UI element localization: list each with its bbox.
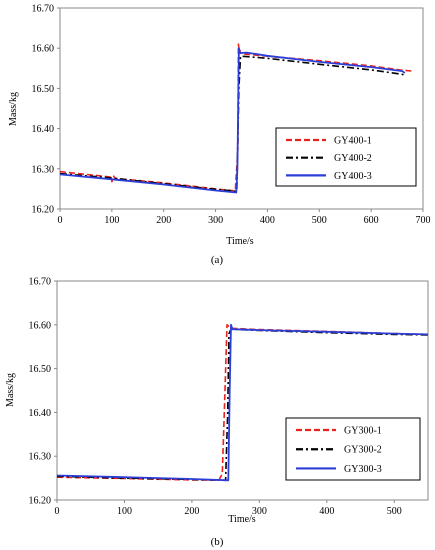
y-tick-label: 16.40	[29, 408, 52, 419]
x-tick-label: 100	[104, 215, 119, 226]
caption-a: (a)	[211, 254, 224, 266]
x-tick-label: 600	[364, 215, 379, 226]
y-axis-label-a: Mass/kg	[8, 92, 19, 126]
chart-a: 0 100 200 300 400 500 600 700 16.20 16.30 16.40 16.…	[8, 4, 431, 267]
legend-a: GY400-1 GY400-2 GY400-3	[275, 127, 417, 187]
legend-label: GY300-1	[344, 426, 382, 437]
legend-label: GY300-2	[344, 445, 382, 456]
y-tick-label: 16.70	[32, 4, 55, 15]
y-tick-label: 16.60	[32, 44, 55, 55]
series-line-gy300-3	[56, 323, 429, 482]
chart-b: 0 100 200 300 400 500 16.20 16.30 16.40 16.50 16.6…	[5, 277, 429, 548]
x-tick-label: 700	[416, 215, 431, 226]
y-tick-label: 16.30	[32, 164, 55, 175]
legend-box	[285, 417, 421, 481]
x-tick-label: 500	[387, 506, 402, 517]
caption-b: (b)	[211, 536, 224, 548]
series-line-gy400-1	[59, 43, 413, 192]
y-tick-label: 16.20	[32, 205, 55, 216]
x-tick-label: 400	[260, 215, 275, 226]
x-tick-label: 300	[252, 506, 267, 517]
legend-label: GY400-2	[334, 153, 372, 164]
x-axis-label-a: Time/s	[226, 236, 254, 247]
legend-label: GY400-1	[334, 136, 372, 147]
y-tick-label: 16.30	[29, 452, 52, 463]
series-line-gy300-1	[56, 323, 429, 482]
y-tick-label: 16.50	[29, 364, 52, 375]
x-tick-label: 200	[184, 506, 199, 517]
legend-b: GY300-1 GY300-2 GY300-3	[285, 417, 421, 481]
x-tick-label: 100	[117, 506, 132, 517]
y-tick-label: 16.40	[32, 124, 55, 135]
y-tick-label: 16.70	[29, 277, 52, 288]
y-tick-label: 16.50	[32, 84, 55, 95]
x-tick-label: 300	[208, 215, 223, 226]
legend-label: GY400-3	[334, 171, 372, 182]
x-tick-label: 500	[312, 215, 327, 226]
series-line-gy400-3	[59, 47, 406, 194]
x-axis-label-b: Time/s	[228, 514, 256, 525]
x-tick-label: 0	[55, 506, 60, 517]
x-tick-label: 400	[319, 506, 334, 517]
y-tick-label: 16.20	[29, 496, 52, 507]
x-tick-label: 200	[156, 215, 171, 226]
y-axis-label-b: Mass/kg	[5, 373, 16, 407]
y-tick-label: 16.60	[29, 320, 52, 331]
x-tick-label: 0	[58, 215, 63, 226]
legend-label: GY300-3	[344, 464, 382, 475]
